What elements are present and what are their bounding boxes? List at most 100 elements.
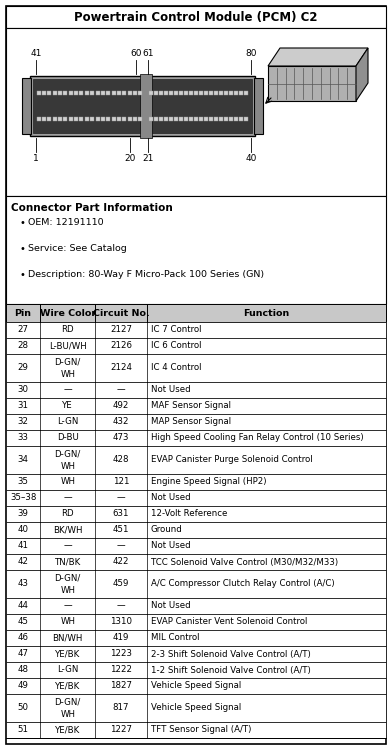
Text: WH: WH — [60, 710, 75, 718]
Text: 428: 428 — [113, 455, 129, 464]
Text: 46: 46 — [18, 634, 29, 643]
Text: 39: 39 — [18, 509, 29, 518]
Bar — [169, 117, 173, 122]
Text: 2127: 2127 — [110, 326, 132, 334]
Bar — [80, 117, 83, 122]
Text: Not Used: Not Used — [151, 602, 190, 610]
Text: D-GN/: D-GN/ — [54, 450, 81, 459]
Text: D-GN/: D-GN/ — [54, 574, 81, 583]
Bar — [6, 722, 386, 738]
Text: IC 7 Control: IC 7 Control — [151, 326, 201, 334]
Text: IC 6 Control: IC 6 Control — [151, 341, 201, 350]
Bar — [53, 91, 57, 94]
Text: 631: 631 — [113, 509, 129, 518]
Text: 47: 47 — [18, 650, 29, 658]
Text: —: — — [117, 494, 125, 502]
Text: D-GN/: D-GN/ — [54, 358, 81, 367]
Bar — [58, 91, 62, 94]
Bar — [133, 91, 137, 94]
Text: 459: 459 — [113, 580, 129, 589]
Text: 51: 51 — [18, 725, 29, 734]
Bar — [6, 490, 386, 506]
Text: 35: 35 — [18, 478, 29, 487]
Bar — [33, 79, 252, 133]
Bar — [224, 91, 228, 94]
Text: WH: WH — [60, 586, 75, 595]
Text: YE/BK: YE/BK — [55, 725, 80, 734]
Text: MAF Sensor Signal: MAF Sensor Signal — [151, 401, 230, 410]
Text: WH: WH — [60, 462, 75, 471]
Bar — [234, 91, 238, 94]
Text: 28: 28 — [18, 341, 29, 350]
Bar — [214, 117, 218, 122]
Bar — [6, 304, 386, 322]
Bar — [6, 322, 386, 338]
Bar — [112, 117, 116, 122]
Bar — [47, 117, 51, 122]
Text: Ground: Ground — [151, 526, 182, 535]
Bar — [199, 91, 203, 94]
Bar — [6, 382, 386, 398]
Bar — [90, 117, 94, 122]
Bar — [6, 694, 386, 722]
Text: 1223: 1223 — [110, 650, 132, 658]
Text: L-GN: L-GN — [57, 418, 78, 427]
Text: 30: 30 — [18, 386, 29, 394]
Text: 817: 817 — [113, 704, 129, 712]
Bar — [229, 91, 233, 94]
Bar — [169, 91, 173, 94]
Text: 34: 34 — [18, 455, 29, 464]
Bar — [6, 196, 386, 304]
Bar — [154, 91, 158, 94]
Text: MAP Sensor Signal: MAP Sensor Signal — [151, 418, 231, 427]
Text: 1227: 1227 — [110, 725, 132, 734]
Text: BK/WH: BK/WH — [53, 526, 82, 535]
Bar — [159, 91, 163, 94]
Bar — [6, 570, 386, 598]
Text: Engine Speed Signal (HP2): Engine Speed Signal (HP2) — [151, 478, 266, 487]
Bar — [254, 78, 263, 134]
Text: 12-Volt Reference: 12-Volt Reference — [151, 509, 227, 518]
Bar — [69, 117, 73, 122]
Bar — [149, 91, 152, 94]
Polygon shape — [356, 48, 368, 101]
Text: Not Used: Not Used — [151, 386, 190, 394]
Bar — [219, 117, 223, 122]
Text: YE/BK: YE/BK — [55, 682, 80, 691]
Text: —: — — [117, 542, 125, 550]
Bar — [74, 117, 78, 122]
Bar — [6, 398, 386, 414]
Text: Powertrain Control Module (PCM) C2: Powertrain Control Module (PCM) C2 — [74, 10, 318, 23]
Text: Vehicle Speed Signal: Vehicle Speed Signal — [151, 682, 241, 691]
Text: RD: RD — [62, 509, 74, 518]
Text: 1-2 Shift Solenoid Valve Control (A/T): 1-2 Shift Solenoid Valve Control (A/T) — [151, 665, 310, 674]
Bar — [69, 91, 73, 94]
Text: 419: 419 — [113, 634, 129, 643]
Text: 43: 43 — [18, 580, 29, 589]
Bar — [138, 91, 142, 94]
Text: •: • — [20, 218, 26, 228]
Bar — [64, 91, 67, 94]
Text: Circuit No.: Circuit No. — [93, 308, 149, 317]
Bar — [30, 76, 255, 136]
Bar — [96, 91, 100, 94]
Text: Pin: Pin — [15, 308, 32, 317]
Text: 27: 27 — [18, 326, 29, 334]
Bar — [209, 91, 213, 94]
Bar — [179, 91, 183, 94]
Text: 2-3 Shift Solenoid Valve Control (A/T): 2-3 Shift Solenoid Valve Control (A/T) — [151, 650, 310, 658]
Text: 49: 49 — [18, 682, 29, 691]
Bar — [96, 117, 100, 122]
Text: 20: 20 — [124, 154, 136, 163]
Bar — [117, 91, 121, 94]
Text: L-BU/WH: L-BU/WH — [49, 341, 87, 350]
Text: Description: 80-Way F Micro-Pack 100 Series (GN): Description: 80-Way F Micro-Pack 100 Ser… — [28, 270, 264, 279]
Text: WH: WH — [60, 478, 75, 487]
Bar — [174, 91, 178, 94]
Bar — [6, 614, 386, 630]
Text: •: • — [20, 270, 26, 280]
Bar — [189, 91, 193, 94]
Bar — [6, 662, 386, 678]
Bar — [47, 91, 51, 94]
Text: 50: 50 — [18, 704, 29, 712]
